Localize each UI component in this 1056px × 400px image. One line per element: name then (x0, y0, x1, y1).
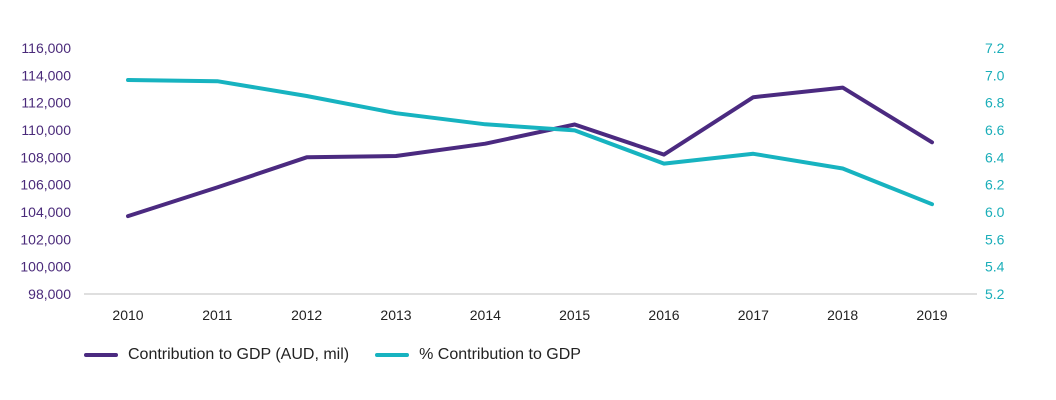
right-axis-tick-label: 6.4 (985, 149, 1005, 165)
left-axis-ticks: 98,000 100,000 102,000 104,000 106,000 108,00… (20, 40, 71, 302)
right-axis-tick-label: 5.6 (985, 231, 1005, 247)
x-axis-tick-label: 2016 (648, 307, 679, 323)
legend-label-percent: % Contribution to GDP (419, 346, 581, 363)
x-axis-tick-label: 2012 (291, 307, 322, 323)
legend-label-contribution: Contribution to GDP (AUD, mil) (128, 346, 350, 363)
right-axis-tick-label: 7.2 (985, 40, 1005, 56)
left-axis-tick-label: 114,000 (21, 67, 71, 83)
left-axis-tick-label: 108,000 (20, 149, 71, 165)
right-axis-tick-label: 6.0 (985, 204, 1005, 220)
right-axis-tick-label: 6.6 (985, 122, 1005, 138)
legend-item-contribution: Contribution to GDP (AUD, mil) (84, 346, 349, 364)
x-axis-tick-label: 2019 (916, 307, 947, 323)
legend-swatch-percent (375, 353, 410, 357)
right-axis-tick-label: 5.4 (985, 259, 1005, 275)
left-axis-tick-label: 110,000 (21, 122, 71, 138)
x-axis-tick-label: 2017 (738, 307, 769, 323)
series-line-percent (126, 78, 934, 207)
x-axis-tick-label: 2014 (470, 307, 501, 323)
right-axis-tick-label: 6.8 (985, 95, 1005, 111)
right-axis-ticks: 5.2 5.4 5.6 6.0 6.2 6.4 6.6 6.8 7.0 7.2 (985, 40, 1005, 302)
x-axis-tick-label: 2015 (559, 307, 590, 323)
left-axis-tick-label: 104,000 (20, 204, 71, 220)
left-axis-tick-label: 100,000 (20, 259, 71, 275)
x-axis-tick-label: 2018 (827, 307, 858, 323)
legend-swatch-contribution (84, 353, 118, 357)
right-axis-tick-label: 7.0 (985, 67, 1005, 83)
right-axis-tick-label: 6.2 (985, 177, 1005, 193)
right-axis-tick-label: 5.2 (985, 286, 1005, 302)
legend: Contribution to GDP (AUD, mil) % Contrib… (84, 346, 607, 364)
x-axis-tick-label: 2011 (202, 307, 232, 323)
left-axis-tick-label: 106,000 (20, 177, 71, 193)
x-axis-ticks: 2010 2011 2012 2013 2014 2015 2016 2017 2018 2019 (112, 307, 947, 323)
x-axis-tick-label: 2013 (380, 307, 411, 323)
left-axis-tick-label: 116,000 (21, 40, 71, 56)
left-axis-tick-label: 102,000 (20, 231, 71, 247)
series-lines (126, 78, 934, 219)
left-axis-tick-label: 98,000 (28, 286, 71, 302)
legend-item-percent: % Contribution to GDP (375, 346, 581, 364)
x-axis-tick-label: 2010 (112, 307, 143, 323)
series-line-contribution (126, 85, 934, 219)
left-axis-tick-label: 112,000 (21, 95, 71, 111)
